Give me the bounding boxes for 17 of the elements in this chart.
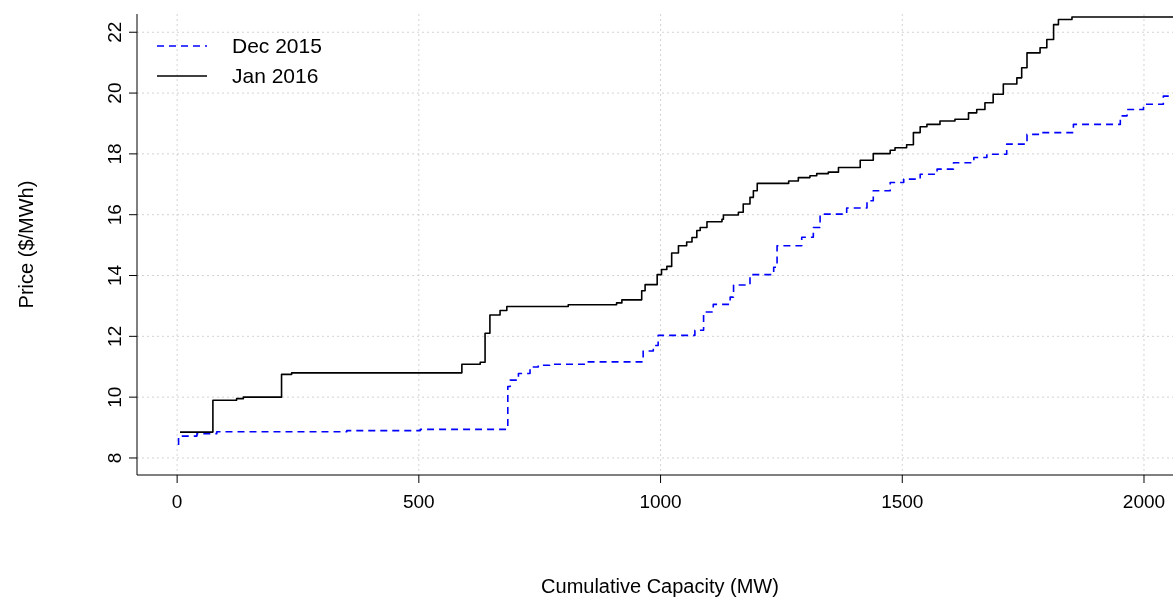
y-tick-label: 22 <box>104 21 125 43</box>
x-tick-label: 0 <box>171 491 183 512</box>
legend-label: Dec 2015 <box>232 34 322 57</box>
x-tick-label: 500 <box>402 491 435 512</box>
x-axis-title: Cumulative Capacity (MW) <box>541 575 779 597</box>
y-tick-label: 8 <box>104 452 125 464</box>
y-tick-label: 20 <box>104 82 125 104</box>
y-tick-label: 10 <box>104 386 125 408</box>
y-axis-title: Price ($/MWh) <box>15 180 37 309</box>
y-tick-label: 12 <box>104 325 125 347</box>
y-tick-label: 18 <box>104 143 125 165</box>
x-tick-label: 1500 <box>881 491 924 512</box>
y-tick-label: 14 <box>104 264 125 287</box>
y-tick-label: 16 <box>104 204 125 226</box>
x-tick-label: 2000 <box>1122 491 1166 512</box>
legend-label: Jan 2016 <box>232 64 319 87</box>
x-tick-label: 1000 <box>639 491 682 512</box>
